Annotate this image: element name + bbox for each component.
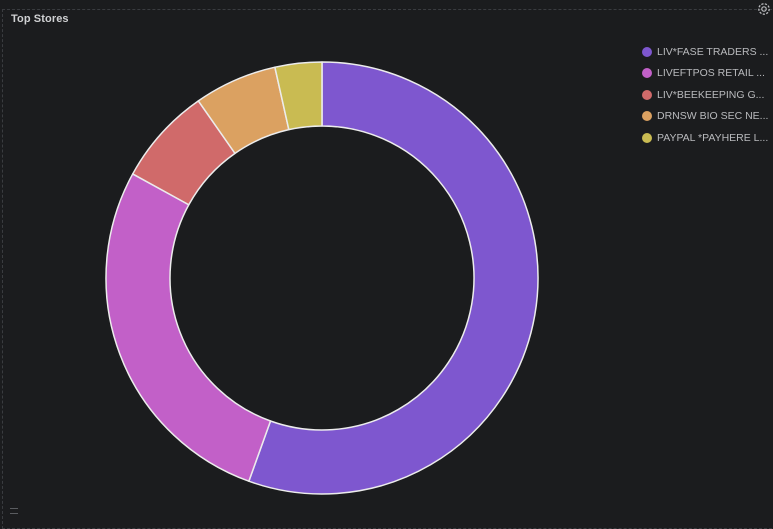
donut-slice-2[interactable] bbox=[105, 173, 272, 482]
panel-title: Top Stores bbox=[11, 13, 69, 25]
legend-item-2[interactable]: LIVEFTPOS RETAIL ... bbox=[642, 63, 773, 85]
legend-swatch bbox=[642, 68, 652, 79]
legend-item-5[interactable]: PAYPAL *PAYHERE L... bbox=[642, 127, 773, 149]
legend-swatch bbox=[642, 111, 652, 122]
legend-swatch bbox=[642, 89, 652, 100]
gear-icon[interactable] bbox=[756, 1, 772, 17]
legend-label: LIV*FASE TRADERS ... bbox=[657, 45, 769, 58]
legend-item-1[interactable]: LIV*FASE TRADERS ... bbox=[642, 41, 773, 63]
legend-label: DRNSW BIO SEC NE... bbox=[657, 110, 769, 123]
legend-item-3[interactable]: LIV*BEEKEEPING G... bbox=[642, 84, 773, 106]
donut-chart bbox=[105, 61, 539, 495]
legend-item-4[interactable]: DRNSW BIO SEC NE... bbox=[642, 106, 773, 128]
resize-handle[interactable] bbox=[10, 508, 18, 514]
chart-legend: LIV*FASE TRADERS ... LIVEFTPOS RETAIL ...… bbox=[642, 41, 773, 149]
legend-swatch bbox=[642, 132, 652, 143]
legend-label: LIV*BEEKEEPING G... bbox=[657, 88, 765, 101]
legend-swatch bbox=[642, 46, 652, 57]
donut-slice-1[interactable] bbox=[248, 61, 539, 495]
donut-slice-5[interactable] bbox=[274, 61, 323, 131]
legend-label: LIVEFTPOS RETAIL ... bbox=[657, 67, 765, 80]
legend-label: PAYPAL *PAYHERE L... bbox=[657, 131, 769, 144]
